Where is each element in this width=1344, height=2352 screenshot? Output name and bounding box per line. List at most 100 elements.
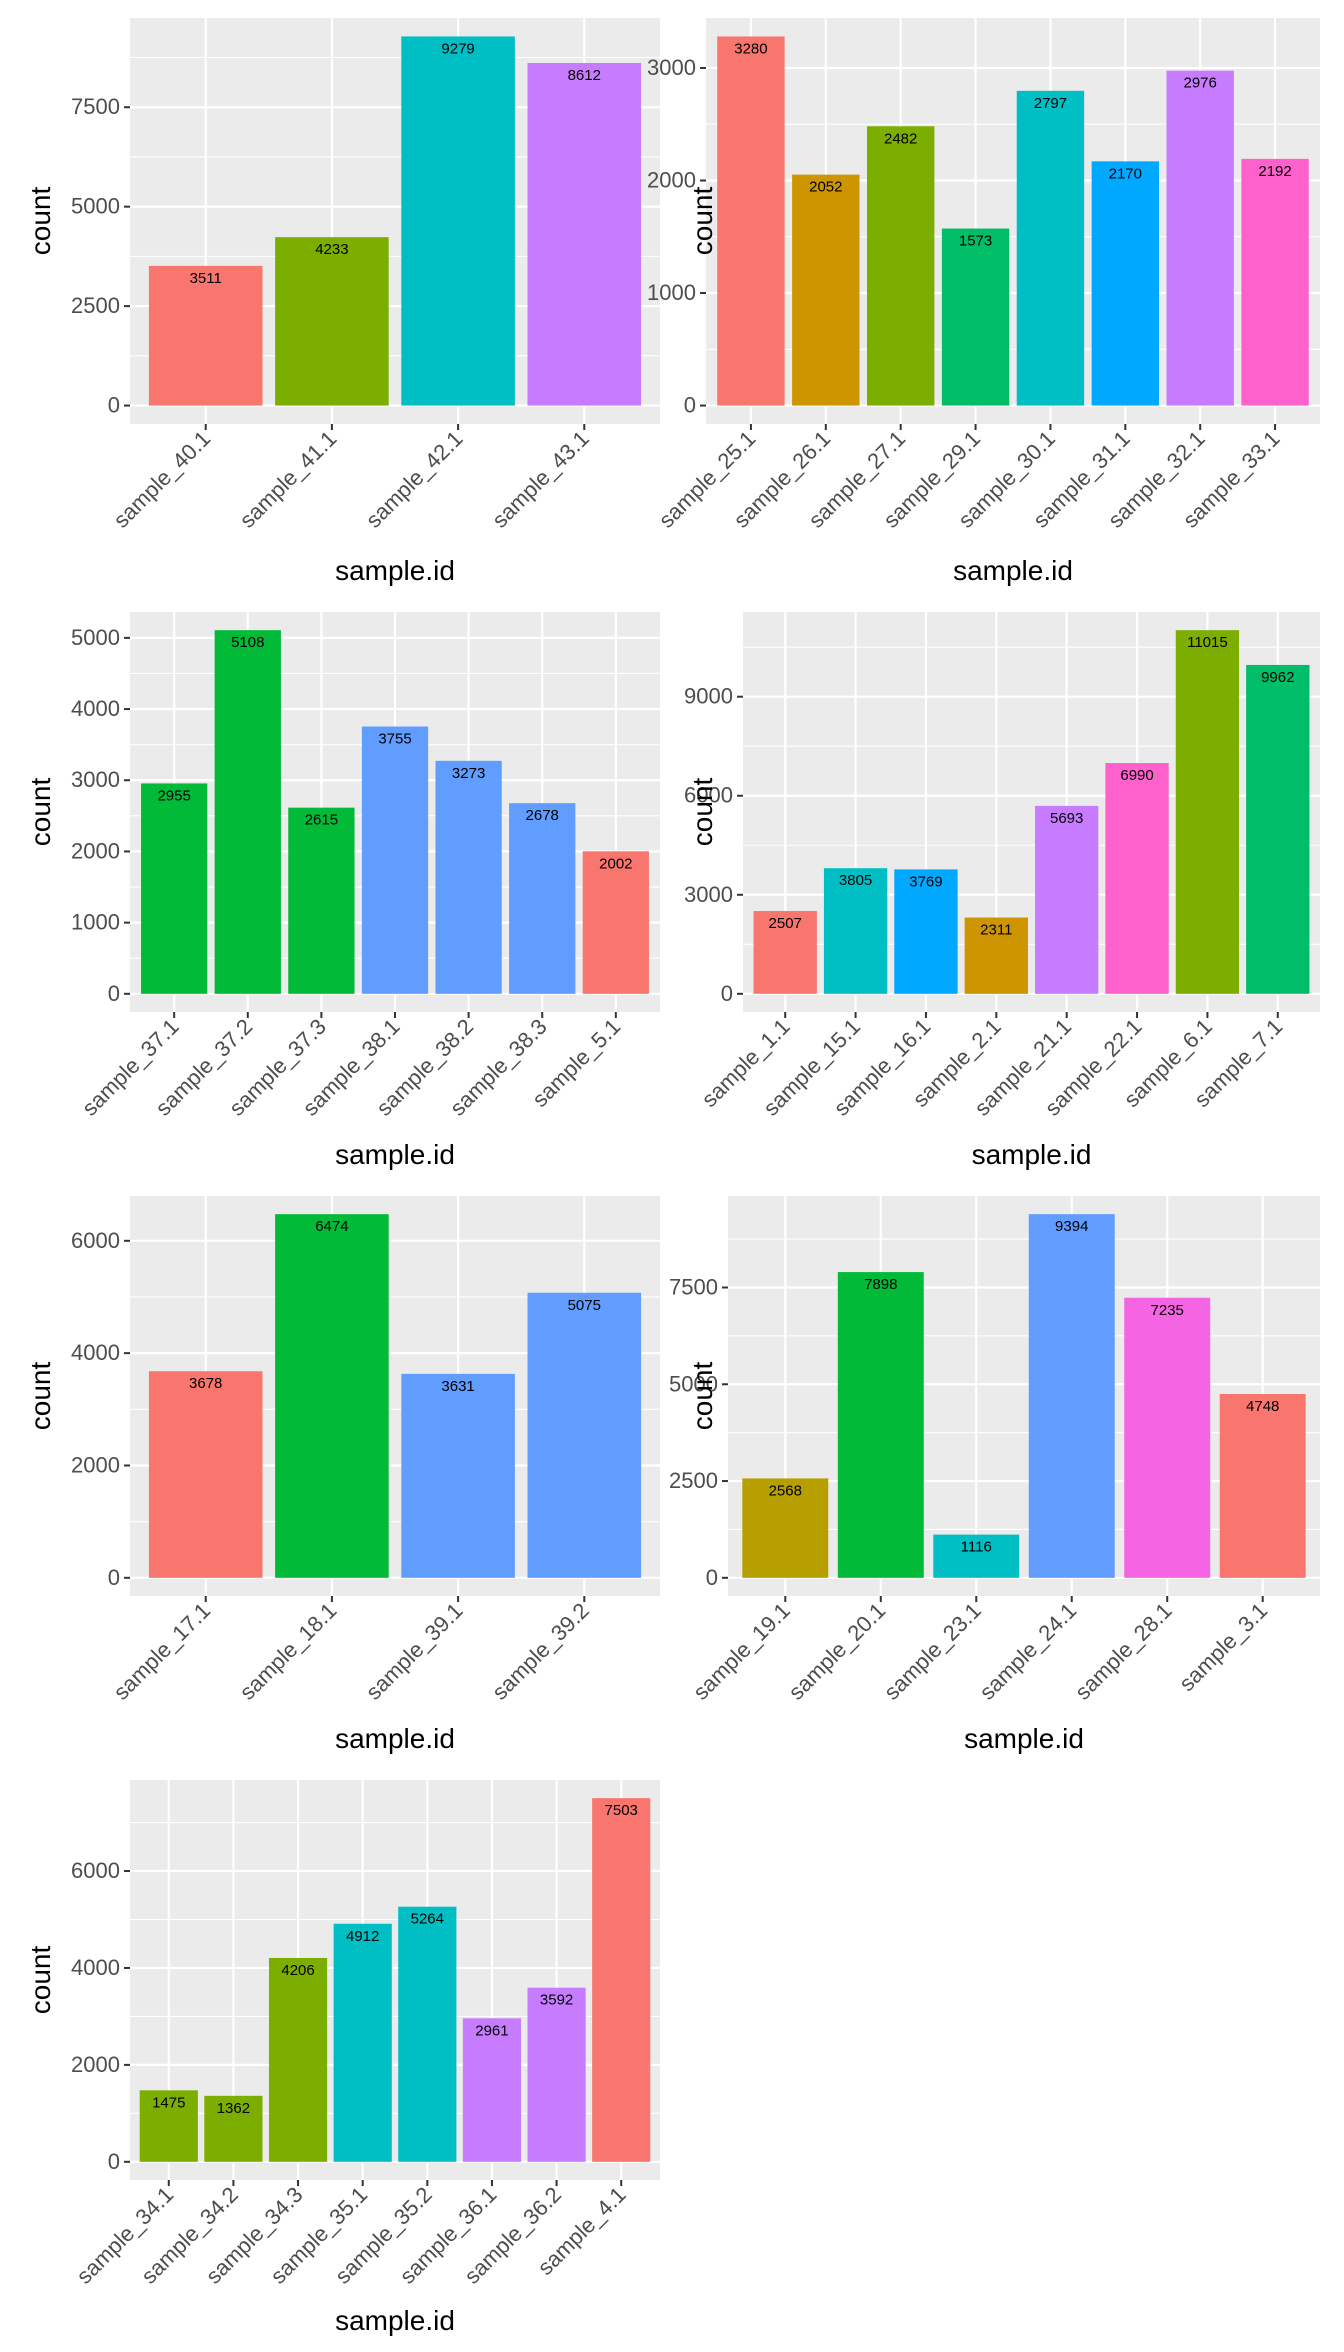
bar-sample_1.1[interactable]	[753, 911, 817, 994]
x-axis-title: sample.id	[964, 1723, 1084, 1754]
bar-sample_28.1[interactable]	[1124, 1297, 1211, 1578]
x-tick-label: sample_42.1	[361, 426, 468, 533]
bar-sample_27.1[interactable]	[866, 126, 935, 406]
y-axis-title: count	[25, 1946, 56, 2015]
bar-sample_35.2[interactable]	[398, 1906, 457, 2162]
bar-sample_34.2[interactable]	[204, 2095, 263, 2162]
chart-panel-1: 0 2500 5000 7500 3511 4233 9279 8612 sample_40.1…	[25, 18, 660, 586]
bar-sample_22.1[interactable]	[1105, 763, 1169, 994]
x-axis-title: sample.id	[335, 1139, 455, 1170]
bar-sample_7.1[interactable]	[1246, 664, 1310, 994]
bar-sample_21.1[interactable]	[1035, 805, 1099, 994]
bar-value-label: 2192	[1258, 163, 1291, 180]
bar-value-label: 4233	[315, 241, 348, 258]
bar-value-label: 2568	[769, 1482, 802, 1499]
bar-sample_15.1[interactable]	[823, 868, 888, 994]
bar-sample_2.1[interactable]	[964, 917, 1028, 994]
bar-sample_18.1[interactable]	[275, 1214, 389, 1578]
bar-value-label: 5075	[568, 1297, 601, 1314]
bar-value-label: 3631	[441, 1378, 474, 1395]
bar-sample_39.1[interactable]	[401, 1373, 515, 1578]
bar-value-label: 3755	[378, 731, 411, 748]
bar-sample_32.1[interactable]	[1166, 70, 1234, 406]
bar-sample_35.1[interactable]	[333, 1923, 392, 2162]
bar-value-label: 8612	[568, 67, 601, 84]
bar-sample_43.1[interactable]	[527, 62, 642, 406]
bar-sample_36.2[interactable]	[527, 1987, 586, 2162]
bar-value-label: 4206	[281, 1962, 314, 1979]
y-tick-label: 7500	[669, 1274, 718, 1299]
bar-value-label: 1362	[217, 2100, 250, 2117]
x-tick-label: sample_19.1	[688, 1598, 795, 1705]
bar-sample_30.1[interactable]	[1016, 90, 1085, 406]
bar-value-label: 3280	[734, 40, 767, 57]
bar-value-label: 2797	[1034, 95, 1067, 112]
y-tick-label: 3000	[71, 767, 120, 792]
y-axis-title: count	[687, 187, 718, 256]
bar-sample_4.1[interactable]	[592, 1798, 651, 2162]
bar-sample_42.1[interactable]	[401, 36, 515, 406]
y-tick-label: 0	[684, 393, 696, 418]
bar-value-label: 3273	[452, 765, 485, 782]
bar-sample_37.3[interactable]	[288, 807, 355, 994]
bar-sample_25.1[interactable]	[717, 36, 785, 406]
bar-sample_34.3[interactable]	[268, 1957, 328, 2162]
bar-sample_39.2[interactable]	[527, 1292, 642, 1578]
bar-sample_23.1[interactable]	[933, 1534, 1020, 1578]
chart-panel-2: 0 1000 2000 3000 3280 2052 2482 1573 2797 2170 297…	[647, 18, 1320, 586]
y-tick-label: 2000	[71, 1452, 120, 1477]
bar-sample_26.1[interactable]	[792, 174, 860, 406]
bar-value-label: 3678	[189, 1375, 222, 1392]
x-axis-title: sample.id	[335, 555, 455, 586]
x-tick-label: sample_43.1	[487, 426, 594, 533]
bar-sample_16.1[interactable]	[894, 869, 958, 994]
bar-sample_24.1[interactable]	[1028, 1214, 1115, 1578]
y-tick-label: 3000	[647, 55, 696, 80]
bar-sample_34.1[interactable]	[139, 2090, 198, 2162]
bar-sample_29.1[interactable]	[941, 228, 1010, 406]
bar-sample_38.2[interactable]	[435, 760, 502, 994]
bar-value-label: 2507	[769, 915, 802, 932]
y-tick-label: 2000	[71, 838, 120, 863]
bar-sample_37.2[interactable]	[214, 630, 281, 994]
y-axis-title: count	[25, 187, 56, 256]
bar-sample_19.1[interactable]	[742, 1478, 829, 1578]
bar-sample_36.1[interactable]	[462, 2018, 522, 2162]
bar-sample_41.1[interactable]	[275, 237, 389, 406]
bar-sample_37.1[interactable]	[141, 783, 208, 994]
bar-value-label: 3511	[190, 270, 222, 287]
y-tick-label: 2500	[669, 1468, 718, 1493]
bar-value-label: 7235	[1151, 1302, 1184, 1319]
chart-panel-7: 0 2000 4000 6000 1475 1362 4206 4912 5264 2961 359…	[25, 1780, 660, 2336]
y-tick-label: 6000	[684, 783, 733, 808]
chart-panel-6: 0 2500 5000 7500 2568 7898 1116 9394 7235 4748 sam…	[669, 1196, 1320, 1754]
bar-sample_3.1[interactable]	[1219, 1394, 1306, 1578]
y-tick-label: 0	[721, 981, 733, 1006]
y-tick-label: 2500	[71, 293, 120, 318]
bar-sample_40.1[interactable]	[148, 265, 263, 406]
bar-sample_5.1[interactable]	[582, 851, 649, 994]
bar-sample_17.1[interactable]	[148, 1371, 263, 1578]
y-tick-label: 4000	[71, 696, 120, 721]
bar-sample_38.1[interactable]	[361, 726, 429, 994]
y-tick-label: 1000	[71, 910, 120, 935]
bar-sample_20.1[interactable]	[837, 1272, 924, 1578]
x-tick-label: sample_39.1	[361, 1598, 468, 1705]
bar-value-label: 5693	[1050, 810, 1083, 827]
bar-sample_33.1[interactable]	[1241, 158, 1309, 406]
y-tick-label: 1000	[647, 280, 696, 305]
bar-sample_31.1[interactable]	[1091, 161, 1160, 406]
bar-value-label: 7898	[864, 1276, 897, 1293]
bar-sample_6.1[interactable]	[1175, 630, 1240, 994]
bar-value-label: 2052	[809, 179, 842, 196]
bar-sample_38.3[interactable]	[509, 803, 576, 994]
y-tick-label: 0	[108, 1565, 120, 1590]
y-tick-label: 5000	[71, 194, 120, 219]
bar-value-label: 2961	[475, 2022, 508, 2039]
x-axis-title: sample.id	[972, 1139, 1092, 1170]
x-tick-label: sample_20.1	[784, 1598, 891, 1705]
bar-value-label: 6474	[315, 1218, 348, 1235]
bar-value-label: 1573	[959, 233, 992, 250]
y-axis-title: count	[687, 1362, 718, 1431]
